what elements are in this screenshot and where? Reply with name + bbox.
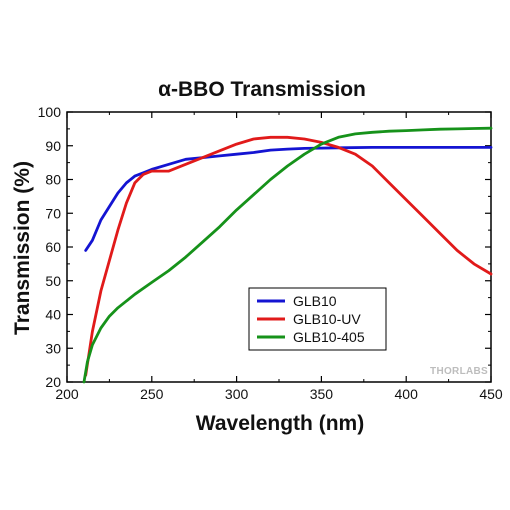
series-line-glb10: [84, 146, 493, 252]
series-line-glb10-405: [82, 126, 493, 384]
y-axis-title: Transmission (%): [11, 161, 34, 335]
y-tick-label: 70: [45, 205, 61, 221]
chart-title: α-BBO Transmission: [158, 78, 366, 101]
legend-label-glb10-uv: GLB10-UV: [293, 311, 361, 327]
x-tick-label: 300: [225, 386, 249, 402]
y-tick-label: 80: [45, 172, 61, 188]
y-tick-label: 90: [45, 138, 61, 154]
y-tick-label: 30: [45, 340, 61, 356]
series-line-glb10-uv: [84, 135, 493, 377]
x-tick-label: 250: [140, 386, 164, 402]
thorlabs-watermark: THORLABS: [430, 366, 488, 377]
y-tick-label: 60: [45, 239, 61, 255]
y-tick-label: 50: [45, 273, 61, 289]
x-tick-label: 200: [55, 386, 79, 402]
legend-label-glb10: GLB10: [293, 293, 337, 309]
x-tick-label: 450: [479, 386, 503, 402]
x-axis-title: Wavelength (nm): [196, 412, 364, 435]
y-tick-label: 40: [45, 307, 61, 323]
y-tick-label: 20: [45, 374, 61, 390]
legend-label-glb10-405: GLB10-405: [293, 329, 365, 345]
plot-area: 200 250 300 350 400 450 20 30 40 50 60 70 80 90 100 GLB…: [38, 104, 503, 402]
x-tick-label: 350: [310, 386, 334, 402]
x-tick-label: 400: [395, 386, 419, 402]
y-tick-label: 100: [38, 104, 62, 120]
